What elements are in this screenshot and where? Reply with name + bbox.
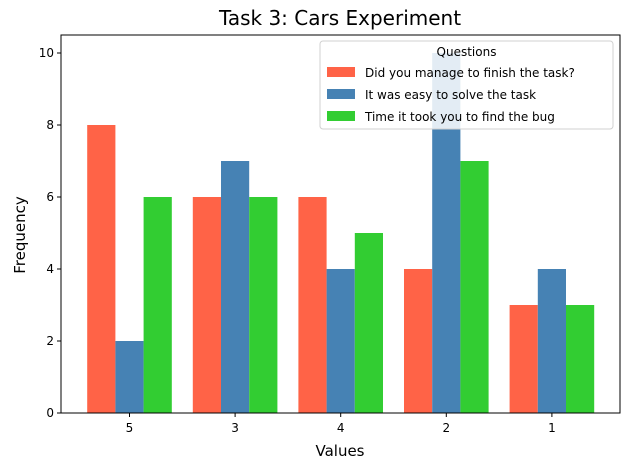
legend-label: It was easy to solve the task (365, 88, 536, 102)
x-tick-label: 1 (548, 421, 556, 435)
y-tick-label: 8 (46, 118, 54, 132)
y-axis-ticks: 0 2 4 6 8 10 (39, 46, 61, 420)
bar (221, 161, 250, 413)
y-axis-label: Frequency (11, 196, 29, 274)
bar (115, 341, 144, 413)
bar (326, 269, 355, 413)
x-tick-label: 5 (126, 421, 134, 435)
x-tick-label: 4 (337, 421, 345, 435)
bar-group (87, 53, 595, 413)
legend-swatch (327, 67, 355, 77)
legend: Questions Did you manage to finish the ta… (319, 40, 614, 130)
y-tick-label: 0 (46, 406, 54, 420)
bar (537, 269, 566, 413)
y-tick-label: 4 (46, 262, 54, 276)
y-tick-label: 10 (39, 46, 54, 60)
bar (509, 305, 538, 413)
legend-label: Time it took you to find the bug (364, 110, 555, 124)
bar (249, 197, 278, 413)
y-tick-label: 2 (46, 334, 54, 348)
legend-box (319, 40, 614, 130)
bar (354, 233, 383, 413)
x-axis-label: Values (315, 442, 364, 460)
legend-swatch (327, 89, 355, 99)
bar (404, 269, 433, 413)
y-tick-label: 6 (46, 190, 54, 204)
x-tick-label: 2 (442, 421, 450, 435)
legend-label: Did you manage to finish the task? (365, 66, 575, 80)
bar (460, 161, 489, 413)
legend-title: Questions (437, 45, 497, 59)
x-tick-label: 3 (231, 421, 239, 435)
bar (298, 197, 327, 413)
bar (87, 125, 116, 413)
bar (143, 197, 172, 413)
chart-title: Task 3: Cars Experiment (218, 6, 461, 30)
bar (566, 305, 595, 413)
legend-swatch (327, 111, 355, 121)
bar (192, 197, 221, 413)
x-axis-ticks: 5 3 4 2 1 (126, 413, 556, 435)
